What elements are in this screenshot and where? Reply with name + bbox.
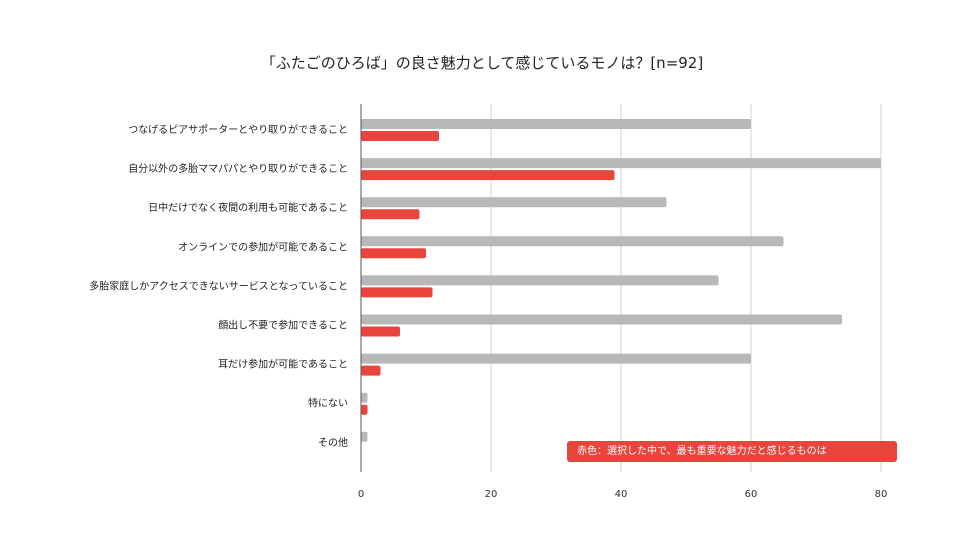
category-labels: つなげるピアサポーターとやり取りができること自分以外の多胎ママパパとやり取りがで… [89,123,348,449]
x-tick-label: 80 [875,489,888,500]
x-tick-label: 0 [358,489,364,500]
bar [361,287,433,298]
category-label: オンラインでの参加が可能であること [178,240,348,253]
category-label: 日中だけでなく夜間の利用も可能であること [148,201,348,214]
annotation-note: 赤色：選択した中で、最も重要な魅力だと感じるものは [567,441,897,462]
category-label: 顔出し不要で参加できること [218,319,348,332]
bars [361,119,881,442]
bar [361,392,368,403]
bar [361,131,439,141]
bar [361,431,368,442]
category-label: 耳だけ参加が可能であること [218,358,348,371]
bar [361,404,368,415]
x-tick-label: 40 [615,489,628,500]
category-label: その他 [318,436,348,449]
bar [361,326,400,337]
bar [361,314,842,325]
category-label: つなげるピアサポーターとやり取りができること [128,123,348,136]
bar [361,119,751,129]
bar [361,248,426,259]
x-tick-labels: 0 20 40 60 80 [358,489,888,500]
bar [361,158,881,169]
bar [361,170,615,181]
bar [361,236,784,247]
x-tick-label: 60 [745,489,758,500]
category-label: 特にない [308,398,348,410]
chart-title: 「ふたごのひろば」の良さ魅力として感じているモノは？[n=92] [261,54,703,72]
category-label: 自分以外の多胎ママパパとやり取りができること [128,162,348,175]
category-label: 多胎家庭しかアクセスできないサービスとなっていること [89,279,348,292]
bar [361,365,381,376]
bar [361,353,751,364]
bar [361,209,420,220]
x-tick-label: 20 [485,489,498,500]
bar [361,197,667,208]
bar [361,275,719,286]
